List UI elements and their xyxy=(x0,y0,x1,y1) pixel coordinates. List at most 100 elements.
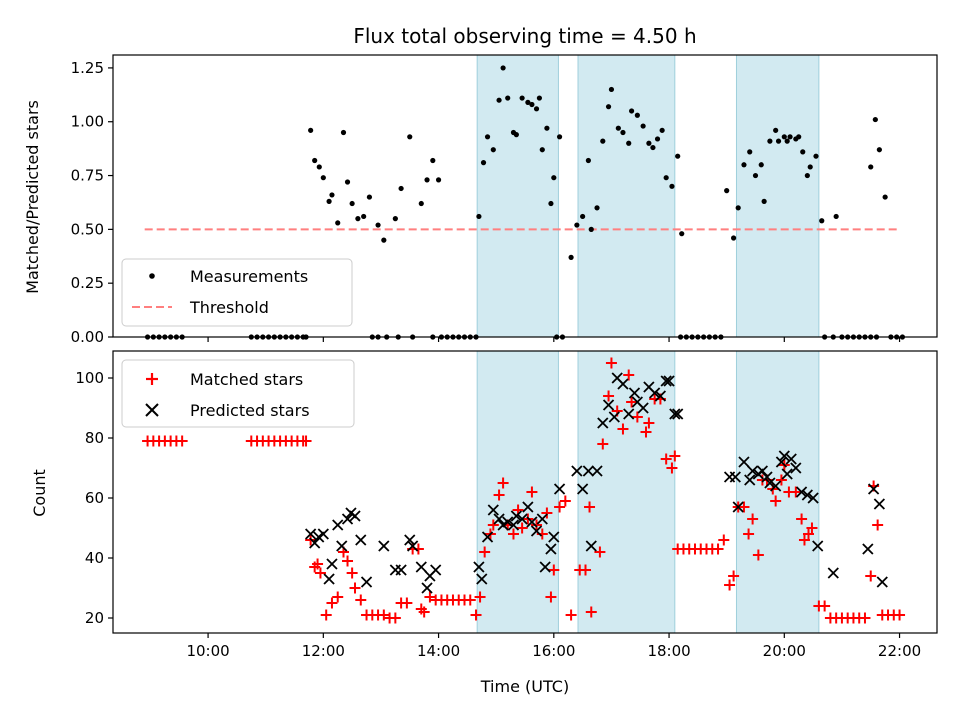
matched-star-point xyxy=(565,609,577,621)
measurement-point xyxy=(679,231,685,237)
bottom-shaded-intervals xyxy=(476,350,820,634)
matched-star-point xyxy=(464,594,476,606)
measurement-point xyxy=(476,213,482,220)
bottom-shaded-interval xyxy=(735,350,820,634)
predicted-star-point xyxy=(660,375,672,387)
measurement-point xyxy=(796,134,802,140)
matched-star-point xyxy=(526,486,538,498)
measurement-point xyxy=(580,213,586,220)
predicted-star-point xyxy=(305,528,317,540)
measurement-point xyxy=(747,149,753,155)
matched-star-point xyxy=(314,567,326,579)
predicted-star-point xyxy=(526,516,538,528)
predicted-star-point xyxy=(729,471,741,483)
measurement-point xyxy=(308,127,314,133)
measurement-point xyxy=(882,194,888,200)
measurement-point xyxy=(539,147,545,153)
measurement-point xyxy=(807,164,813,170)
matched-star-point xyxy=(594,546,606,558)
matched-star-point xyxy=(497,477,509,489)
x-tick-label: 12:00 xyxy=(302,642,345,660)
predicted-star-point xyxy=(795,486,808,498)
predicted-star-point xyxy=(628,387,641,399)
matched-star-point xyxy=(770,495,782,507)
measurement-point xyxy=(480,160,487,166)
measurement-point xyxy=(548,200,554,207)
top-y-tick-label: 0.25 xyxy=(71,274,104,292)
predicted-star-point xyxy=(336,540,348,552)
matched-star-point xyxy=(401,597,413,609)
matched-star-point xyxy=(796,513,808,525)
measurement-point xyxy=(430,157,436,164)
top-panel: 0.00 0.25 0.50 0.75 1.00 1.25 Matched/Predict… xyxy=(23,54,938,346)
matched-star-point xyxy=(349,582,361,594)
measurement-point xyxy=(819,218,825,224)
matched-star-point xyxy=(531,519,543,531)
matched-star-point xyxy=(631,411,643,423)
measurement-point xyxy=(804,172,810,179)
measurement-point xyxy=(872,116,878,123)
measurement-point xyxy=(568,254,574,260)
predicted-star-point xyxy=(404,534,416,546)
bottom-y-axis-label: Count xyxy=(30,469,49,517)
predicted-star-point xyxy=(637,402,649,414)
predicted-star-point xyxy=(473,561,485,573)
measurement-point xyxy=(594,205,600,211)
top-legend-box xyxy=(121,258,353,327)
measurement-point xyxy=(484,134,491,140)
matched-star-point xyxy=(752,549,764,561)
measurement-point xyxy=(361,213,367,220)
predicted-star-point xyxy=(876,576,888,588)
matched-star-point xyxy=(176,435,188,447)
x-tick-label: 10:00 xyxy=(186,642,229,660)
bottom-plot-frame xyxy=(112,350,938,634)
legend-threshold-label: Threshold xyxy=(189,298,269,317)
predicted-star-point xyxy=(597,417,609,429)
measurement-point xyxy=(375,222,381,228)
bottom-panel: 20 40 60 80 100 10:00 12:00 14:00 16:00 18:00 20:… xyxy=(30,350,938,696)
predicted-star-point xyxy=(649,387,661,399)
predicted-star-point xyxy=(732,501,744,513)
measurement-point xyxy=(663,175,669,181)
measurement-point xyxy=(741,162,747,168)
x-tick-label: 22:00 xyxy=(878,642,921,660)
measurement-point xyxy=(608,86,615,93)
measurement-point xyxy=(496,97,502,103)
predicted-star-point xyxy=(378,540,390,552)
measurement-point xyxy=(640,123,646,129)
matched-star-point xyxy=(806,522,818,534)
top-y-tick-label: 0.75 xyxy=(71,167,104,185)
measurement-point xyxy=(398,185,404,192)
measurement-point xyxy=(588,226,594,232)
measurement-point xyxy=(329,192,335,198)
predicted-star-point xyxy=(415,561,427,573)
matched-star-point xyxy=(559,495,571,507)
predicted-star-point xyxy=(395,564,407,576)
matched-star-point xyxy=(859,612,871,624)
top-shaded-interval xyxy=(577,54,676,338)
matched-star-point xyxy=(623,369,635,381)
matched-star-point xyxy=(666,462,678,474)
matched-star-point xyxy=(300,435,312,447)
matched-star-point xyxy=(326,597,338,609)
top-shaded-intervals xyxy=(476,54,820,338)
predicted-star-point xyxy=(309,537,321,549)
matched-star-point xyxy=(798,534,810,546)
predicted-star-point xyxy=(536,513,548,525)
measurement-point xyxy=(551,175,557,181)
matched-star-point xyxy=(346,567,358,579)
top-x-ticks xyxy=(207,337,901,342)
matched-star-point xyxy=(819,600,831,612)
predicted-star-point xyxy=(862,543,874,555)
matched-star-point xyxy=(584,501,596,513)
measurement-point xyxy=(513,132,519,138)
predicted-star-point xyxy=(591,465,603,477)
measurement-point xyxy=(629,108,635,114)
measurement-point xyxy=(735,205,741,211)
predicted-star-point xyxy=(507,519,520,531)
measurement-point xyxy=(600,138,606,144)
bottom-y-tick-label: 40 xyxy=(85,549,104,567)
matched-star-point xyxy=(493,489,505,501)
legend-matched-marker xyxy=(146,373,158,385)
matched-star-point xyxy=(728,570,740,582)
